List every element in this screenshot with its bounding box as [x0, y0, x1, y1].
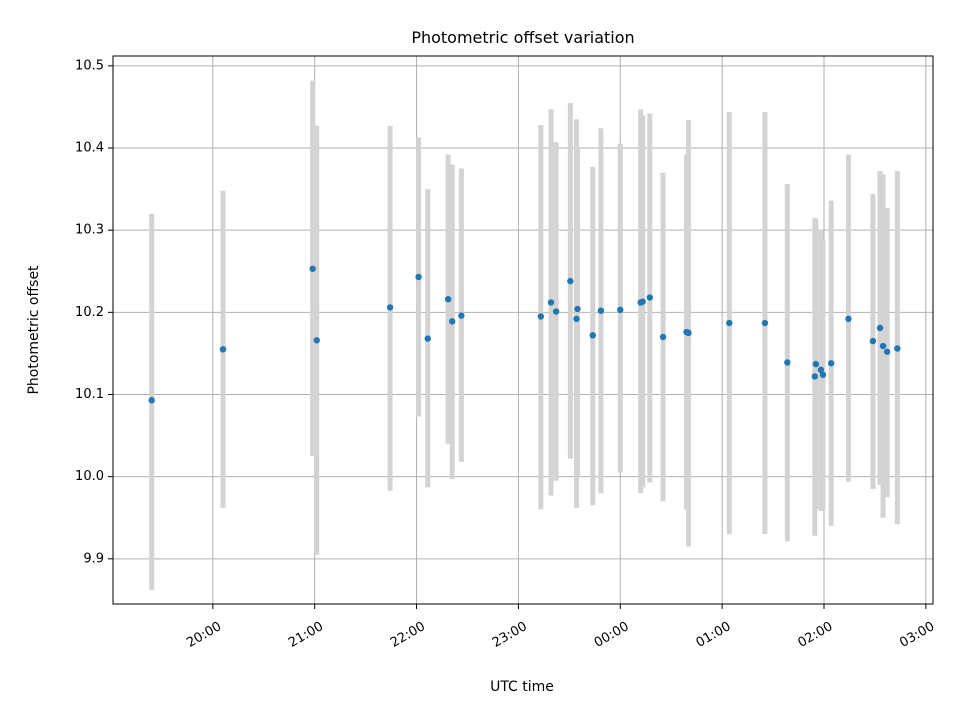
- data-point: [458, 312, 465, 319]
- data-point: [639, 298, 646, 305]
- data-point: [424, 335, 431, 342]
- y-tick-label: 10.3: [75, 223, 104, 238]
- y-tick-label: 9.9: [83, 551, 104, 566]
- data-point: [386, 304, 394, 311]
- data-point: [817, 366, 825, 374]
- data-point: [685, 329, 692, 337]
- data-point: [646, 294, 654, 301]
- y-tick-label: 10.4: [75, 141, 104, 156]
- x-axis-label: UTC time: [490, 679, 554, 695]
- data-point: [761, 319, 769, 327]
- data-point: [784, 359, 791, 366]
- y-axis-ticks: 9.9 10.0 10.1 10.2 10.3 10.4 10.5: [75, 58, 113, 566]
- y-tick-label: 10.0: [75, 469, 104, 484]
- data-point: [726, 319, 733, 327]
- data-point: [313, 337, 320, 344]
- data-point: [148, 397, 155, 404]
- chart-title: Photometric offset variation: [411, 28, 634, 47]
- data-point: [552, 308, 560, 315]
- data-point: [589, 332, 596, 339]
- y-tick-label: 10.1: [75, 387, 104, 402]
- data-point: [444, 295, 452, 303]
- data-point: [812, 360, 820, 368]
- data-point: [547, 299, 555, 306]
- data-point: [537, 313, 545, 320]
- data-point: [827, 360, 835, 367]
- data-point: [659, 333, 667, 341]
- data-point: [219, 346, 227, 353]
- data-point: [573, 315, 580, 323]
- data-point: [811, 373, 819, 380]
- data-point: [894, 345, 901, 352]
- y-tick-label: 10.5: [75, 58, 104, 73]
- data-point: [449, 318, 456, 325]
- y-tick-label: 10.2: [75, 305, 104, 320]
- data-point: [883, 348, 891, 355]
- y-axis-label: Photometric offset: [26, 265, 42, 395]
- data-point: [309, 265, 316, 272]
- data-point: [845, 315, 852, 323]
- data-point: [879, 342, 887, 350]
- data-point: [819, 371, 827, 378]
- data-point: [574, 305, 581, 313]
- data-point: [869, 337, 877, 345]
- data-point: [597, 307, 605, 314]
- data-points: [148, 265, 901, 404]
- data-point: [876, 324, 884, 332]
- data-point: [415, 273, 422, 281]
- data-point: [617, 306, 624, 314]
- plot-frame: [112, 55, 934, 605]
- data-point: [567, 277, 574, 285]
